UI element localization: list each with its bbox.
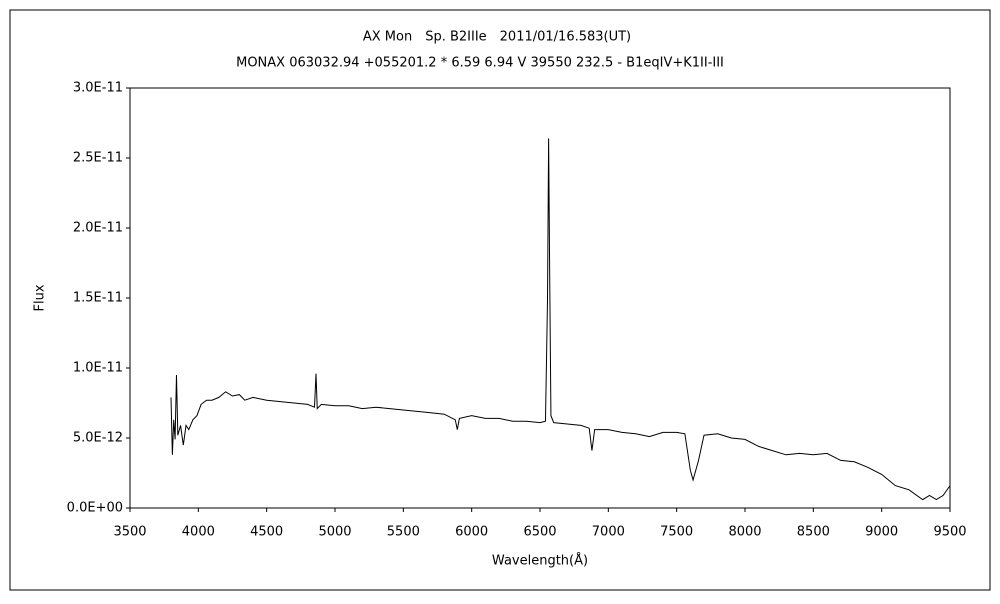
chart-frame	[9, 9, 991, 591]
y-tick-label: 1.0E-11	[73, 361, 123, 376]
spectrum-line	[170, 138, 951, 501]
x-tick-label: 3500	[113, 525, 146, 540]
y-tick-label: 2.0E-11	[73, 221, 123, 236]
chart-subtitle: MONAX 063032.94 +055201.2 * 6.59 6.94 V …	[236, 56, 724, 71]
x-tick-label: 7500	[660, 525, 693, 540]
y-axis-title: Flux	[33, 284, 48, 311]
x-tick-label: 6000	[455, 525, 488, 540]
y-tick-label: 5.0E-12	[73, 431, 123, 446]
x-tick-label: 6500	[523, 525, 556, 540]
y-tick-label: 0.0E+00	[67, 501, 123, 516]
x-tick-label: 9500	[933, 525, 966, 540]
x-tick-label: 8000	[728, 525, 761, 540]
y-tick-label: 1.5E-11	[73, 291, 123, 306]
chart-title: AX Mon Sp. B2IIIe 2011/01/16.583(UT)	[363, 30, 631, 45]
x-tick-label: 7000	[592, 525, 625, 540]
x-tick-label: 5000	[318, 525, 351, 540]
x-tick-label: 8500	[797, 525, 830, 540]
y-tick-label: 2.5E-11	[73, 151, 123, 166]
x-tick-label: 4500	[250, 525, 283, 540]
x-tick-label: 5500	[387, 525, 420, 540]
y-tick-label: 3.0E-11	[73, 81, 123, 96]
x-tick-label: 4000	[182, 525, 215, 540]
x-tick-label: 9000	[865, 525, 898, 540]
x-axis-title: Wavelength(Å)	[492, 553, 588, 569]
